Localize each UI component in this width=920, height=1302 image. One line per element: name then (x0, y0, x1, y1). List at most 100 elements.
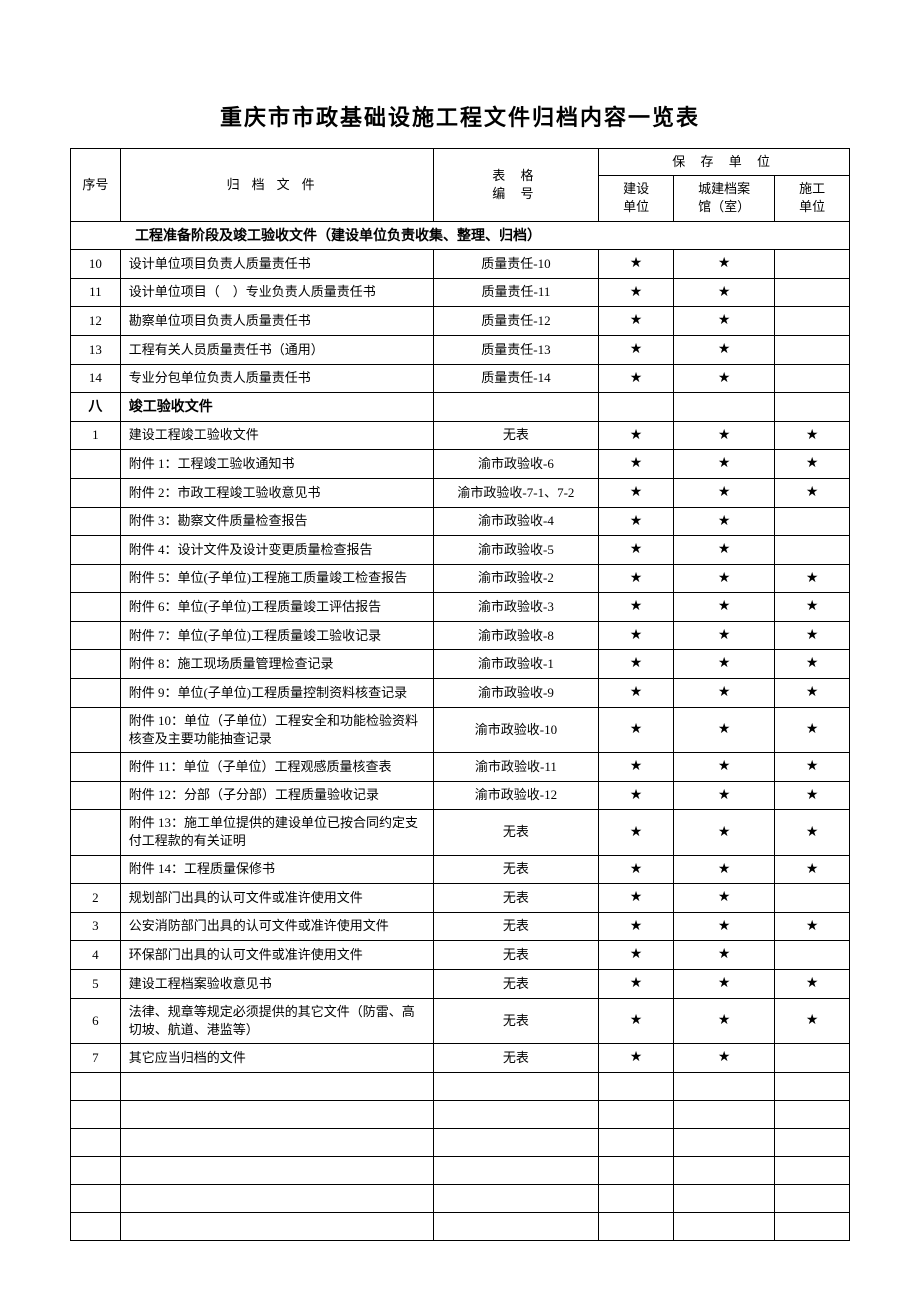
row-code: 无表 (433, 421, 599, 450)
table-row: 3公安消防部门出具的认可文件或准许使用文件无表★★★ (71, 912, 850, 941)
row-star-archive: ★ (673, 421, 775, 450)
row-seq (71, 478, 121, 507)
header-unit-construct: 施工 单位 (775, 176, 850, 221)
empty-cell (433, 1128, 599, 1156)
empty-cell (775, 1156, 850, 1184)
empty-cell (71, 1156, 121, 1184)
row-star-build: ★ (599, 536, 674, 565)
row-star-archive: ★ (673, 707, 775, 752)
row-star-construct: ★ (775, 810, 850, 855)
row-code: 渝市政验收-5 (433, 536, 599, 565)
row-star-build: ★ (599, 753, 674, 782)
row-seq: 2 (71, 884, 121, 913)
row-file: 附件 2：市政工程竣工验收意见书 (120, 478, 433, 507)
row-star-build: ★ (599, 781, 674, 810)
row-seq (71, 810, 121, 855)
row-code: 渝市政验收-2 (433, 564, 599, 593)
row-file: 规划部门出具的认可文件或准许使用文件 (120, 884, 433, 913)
page-title: 重庆市市政基础设施工程文件归档内容一览表 (70, 100, 850, 132)
row-star-build: ★ (599, 679, 674, 708)
table-row: 附件 5：单位(子单位)工程施工质量竣工检查报告渝市政验收-2★★★ (71, 564, 850, 593)
empty-cell (673, 1156, 775, 1184)
row-file: 设计单位项目（ ）专业负责人质量责任书 (120, 278, 433, 307)
row-star-archive (673, 393, 775, 422)
empty-cell (71, 1100, 121, 1128)
row-star-construct (775, 536, 850, 565)
empty-cell (71, 1128, 121, 1156)
row-seq (71, 536, 121, 565)
row-code: 渝市政验收-6 (433, 450, 599, 479)
row-star-construct: ★ (775, 753, 850, 782)
row-star-archive: ★ (673, 884, 775, 913)
row-star-construct (775, 364, 850, 393)
row-file: 设计单位项目负责人质量责任书 (120, 250, 433, 279)
section-header-cell: 工程准备阶段及竣工验收文件（建设单位负责收集、整理、归档） (71, 221, 850, 250)
table-row: 附件 8：施工现场质量管理检查记录渝市政验收-1★★★ (71, 650, 850, 679)
row-star-build: ★ (599, 1043, 674, 1072)
row-seq (71, 507, 121, 536)
row-star-archive: ★ (673, 810, 775, 855)
row-code (433, 393, 599, 422)
table-row: 6法律、规章等规定必须提供的其它文件（防雷、高切坡、航道、港监等）无表★★★ (71, 998, 850, 1043)
row-code: 渝市政验收-4 (433, 507, 599, 536)
header-code: 表 格 编 号 (433, 149, 599, 222)
row-seq: 5 (71, 969, 121, 998)
row-star-build: ★ (599, 364, 674, 393)
table-row: 7其它应当归档的文件无表★★ (71, 1043, 850, 1072)
empty-cell (71, 1212, 121, 1240)
empty-cell (433, 1212, 599, 1240)
row-star-build: ★ (599, 278, 674, 307)
empty-cell (120, 1212, 433, 1240)
empty-cell (775, 1100, 850, 1128)
row-code: 质量责任-14 (433, 364, 599, 393)
empty-cell (71, 1184, 121, 1212)
row-file: 专业分包单位负责人质量责任书 (120, 364, 433, 393)
row-star-archive: ★ (673, 507, 775, 536)
row-star-construct: ★ (775, 593, 850, 622)
row-code: 渝市政验收-3 (433, 593, 599, 622)
table-row: 12勘察单位项目负责人质量责任书质量责任-12★★ (71, 307, 850, 336)
row-star-construct: ★ (775, 421, 850, 450)
header-unit-build: 建设 单位 (599, 176, 674, 221)
row-star-construct: ★ (775, 564, 850, 593)
row-star-construct: ★ (775, 707, 850, 752)
table-row: 附件 1：工程竣工验收通知书渝市政验收-6★★★ (71, 450, 850, 479)
table-row: 附件 14：工程质量保修书无表★★★ (71, 855, 850, 884)
row-file: 附件 11：单位（子单位）工程观感质量核查表 (120, 753, 433, 782)
table-row: 10设计单位项目负责人质量责任书质量责任-10★★ (71, 250, 850, 279)
row-star-construct (775, 1043, 850, 1072)
row-star-archive: ★ (673, 1043, 775, 1072)
row-star-build: ★ (599, 941, 674, 970)
row-file: 附件 4：设计文件及设计变更质量检查报告 (120, 536, 433, 565)
empty-cell (120, 1156, 433, 1184)
table-row: 附件 7：单位(子单位)工程质量竣工验收记录渝市政验收-8★★★ (71, 621, 850, 650)
row-code: 渝市政验收-11 (433, 753, 599, 782)
row-seq: 10 (71, 250, 121, 279)
row-file: 附件 3：勘察文件质量检查报告 (120, 507, 433, 536)
row-file: 勘察单位项目负责人质量责任书 (120, 307, 433, 336)
header-file: 归档文件 (120, 149, 433, 222)
empty-cell (433, 1184, 599, 1212)
empty-cell (120, 1128, 433, 1156)
empty-cell (433, 1072, 599, 1100)
empty-row (71, 1128, 850, 1156)
row-star-build: ★ (599, 307, 674, 336)
row-seq: 13 (71, 335, 121, 364)
row-star-construct (775, 307, 850, 336)
row-seq (71, 564, 121, 593)
row-seq: 1 (71, 421, 121, 450)
empty-cell (120, 1072, 433, 1100)
row-file: 附件 7：单位(子单位)工程质量竣工验收记录 (120, 621, 433, 650)
row-seq: 7 (71, 1043, 121, 1072)
empty-cell (599, 1100, 674, 1128)
row-file: 其它应当归档的文件 (120, 1043, 433, 1072)
row-code: 无表 (433, 884, 599, 913)
row-star-construct: ★ (775, 679, 850, 708)
row-code: 无表 (433, 969, 599, 998)
row-code: 无表 (433, 1043, 599, 1072)
header-seq: 序号 (71, 149, 121, 222)
row-seq: 12 (71, 307, 121, 336)
row-star-archive: ★ (673, 941, 775, 970)
empty-row (71, 1072, 850, 1100)
empty-row (71, 1156, 850, 1184)
